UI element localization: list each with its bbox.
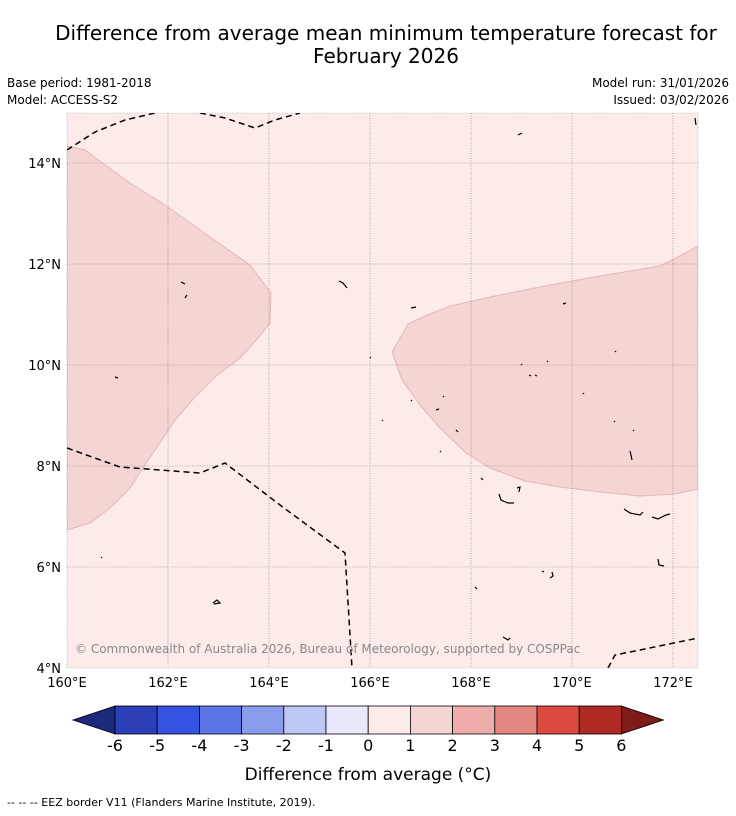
anomaly-region-west: [67, 145, 272, 531]
lon-label-170e: 170°E: [552, 676, 592, 691]
colorbar-tick-label: -1: [318, 736, 334, 755]
title-line-1: Difference from average mean minimum tem…: [55, 21, 717, 45]
colorbar-swatch: [494, 705, 538, 735]
lon-label-160e: 160°E: [47, 676, 87, 691]
colorbar-tick-label: 4: [532, 736, 542, 755]
colorbar-swatch: [452, 705, 496, 735]
longitude-labels: 160°E 162°E 164°E 166°E 168°E 170°E 172°…: [47, 676, 693, 691]
colorbar-tick-label: 0: [363, 736, 373, 755]
colorbar-swatch: [114, 705, 158, 735]
colorbar-tick-label: 5: [574, 736, 584, 755]
map-title: Difference from average mean minimum tem…: [20, 22, 736, 68]
model-run: Model run: 31/01/2026: [591, 76, 729, 90]
lon-label-164e: 164°E: [249, 676, 289, 691]
colorbar-tick-label: -4: [191, 736, 207, 755]
colorbar-swatch: [156, 705, 200, 735]
title-line-2: February 2026: [313, 44, 459, 68]
meta-left: Base period: 1981-2018 Model: ACCESS-S2: [7, 75, 152, 109]
issued-date: Issued: 03/02/2026: [613, 93, 729, 107]
colorbar-swatch: [536, 705, 580, 735]
lat-label-6n: 6°N: [37, 561, 62, 576]
colorbar-tick-label: 2: [448, 736, 458, 755]
colorbar-swatch: [578, 705, 622, 735]
colorbar-tick-label: -6: [107, 736, 123, 755]
lon-label-166e: 166°E: [350, 676, 390, 691]
colorbar-ticks: -6 -5 -4 -3 -2 -1 0 1 2 3 4 5 6: [107, 736, 626, 755]
colorbar-swatch: [367, 705, 411, 735]
colorbar: [71, 705, 665, 735]
lat-label-10n: 10°N: [28, 359, 61, 374]
lon-label-172e: 172°E: [653, 676, 693, 691]
lon-label-168e: 168°E: [451, 676, 491, 691]
colorbar-tick-label: 1: [405, 736, 415, 755]
colorbar-swatch: [241, 705, 285, 735]
colorbar-swatch: [283, 705, 327, 735]
colorbar-extend-low: [71, 705, 116, 735]
colorbar-extend-high: [621, 705, 665, 735]
copyright-notice: © Commonwealth of Australia 2026, Bureau…: [75, 642, 580, 656]
map-frame: [66, 112, 699, 669]
meta-right: Model run: 31/01/2026 Issued: 03/02/2026: [592, 75, 729, 109]
colorbar-swatch: [409, 705, 453, 735]
lat-label-8n: 8°N: [37, 460, 62, 475]
base-period: Base period: 1981-2018: [7, 76, 152, 90]
colorbar-swatch: [198, 705, 242, 735]
eez-footnote: -- -- -- EEZ border V11 (Flanders Marine…: [7, 796, 316, 809]
colorbar-swatch: [325, 705, 369, 735]
colorbar-label: Difference from average (°C): [245, 765, 492, 785]
anomaly-region-east: [391, 245, 698, 497]
islands: [100, 117, 697, 641]
eez-borders: [67, 113, 698, 668]
lat-label-14n: 14°N: [28, 157, 61, 172]
colorbar-tick-label: -5: [149, 736, 165, 755]
lat-label-12n: 12°N: [28, 258, 61, 273]
model-name: Model: ACCESS-S2: [7, 93, 119, 107]
latitude-labels: 14°N 12°N 10°N 8°N 6°N 4°N: [28, 157, 61, 677]
graticule: [67, 113, 698, 668]
colorbar-tick-label: -2: [276, 736, 292, 755]
colorbar-tick-label: 6: [616, 736, 626, 755]
lon-label-162e: 162°E: [148, 676, 188, 691]
lat-label-4n: 4°N: [37, 662, 62, 677]
colorbar-tick-label: -3: [234, 736, 250, 755]
colorbar-tick-label: 3: [490, 736, 500, 755]
